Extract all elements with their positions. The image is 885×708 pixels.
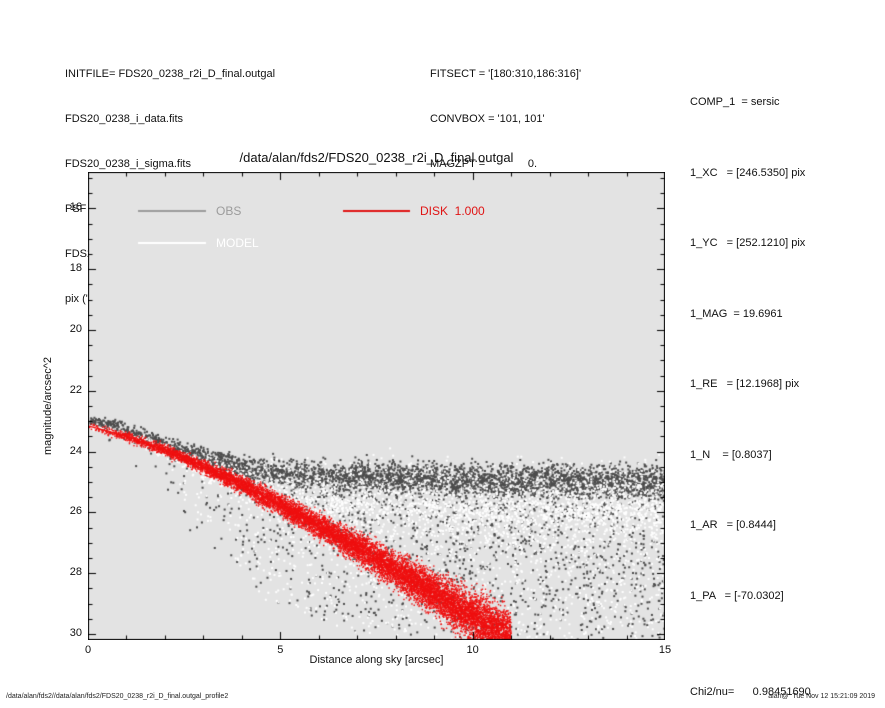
param-ar: 1_AR = [0.8444] [690, 519, 776, 531]
y-tick-label: 16 [69, 201, 82, 214]
param-pa: 1_PA = [-70.0302] [690, 589, 784, 602]
param-n: 1_N = [0.8037] [690, 448, 772, 461]
x-tick-label: 15 [658, 644, 672, 656]
footer-output-path: /data/alan/fds2//data/alan/fds2/FDS20_02… [6, 693, 229, 700]
profile-plot-canvas [88, 172, 665, 640]
header-line-initfile: INITFILE= FDS20_0238_r2i_D_final.outgal [65, 68, 276, 80]
y-tick-label: 28 [69, 566, 82, 579]
y-tick-label: 26 [69, 505, 82, 518]
header-line-convbox: CONVBOX = '101, 101' [430, 113, 545, 125]
legend-disk-label: DISK 1.000 [420, 204, 485, 218]
x-tick-label: 5 [277, 644, 284, 656]
chi2-value: Chi2/nu= 0.98451690 [690, 686, 811, 698]
y-tick-label: 30 [69, 626, 82, 639]
x-tick-label: 10 [466, 644, 479, 656]
y-tick-label: 24 [69, 444, 82, 457]
header-line-data-fits: FDS20_0238_i_data.fits [65, 113, 184, 125]
y-tick-label: 20 [69, 323, 82, 336]
footer-user-timestamp: alan@ Tue Nov 12 15:21:09 2019 [768, 693, 875, 700]
param-comp: COMP_1 = sersic [690, 96, 780, 108]
x-tick-label: 0 [84, 644, 92, 656]
fit-parameters-panel: COMP_1 = sersic 1_XC = [246.5350] pix 1_… [690, 44, 811, 708]
legend-obs-label: OBS [216, 204, 242, 218]
x-axis-label: Distance along sky [arcsec] [309, 654, 444, 666]
header-line-magzpt: MAGZPT = 0. [430, 158, 538, 170]
param-mag: 1_MAG = 19.6961 [690, 307, 783, 320]
param-xc: 1_XC = [246.5350] pix [690, 166, 806, 179]
header-line-fitsect: FITSECT = '[180:310,186:316]' [430, 68, 582, 80]
plot-title: /data/alan/fds2/FDS20_0238_r2i_D_final.o… [239, 150, 514, 165]
param-yc: 1_YC = [252.1210] pix [690, 237, 806, 249]
plot-area: OBS MODEL DISK 1.000 0 5 10 15 16 18 20 22 24 26 2… [70, 172, 671, 656]
legend-model-label: MODEL [216, 236, 259, 250]
y-tick-label: 22 [69, 383, 82, 396]
y-tick-label: 18 [69, 262, 82, 275]
header-line-sigma-fits: FDS20_0238_i_sigma.fits [65, 158, 191, 170]
y-axis-label: magnitude/arcsec^2 [42, 356, 54, 456]
param-re: 1_RE = [12.1968] pix [690, 378, 800, 390]
